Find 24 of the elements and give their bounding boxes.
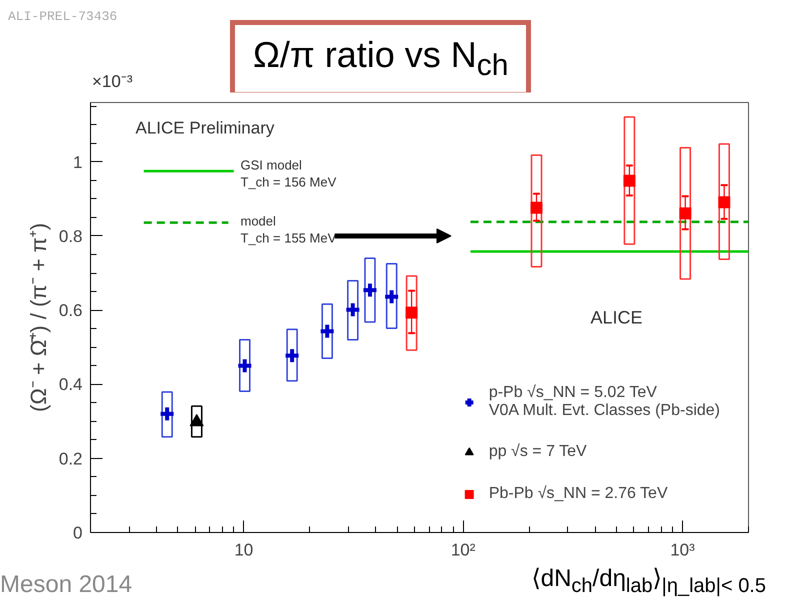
x-tick-label: 10³ <box>670 540 696 560</box>
y-tick-label: 0.2 <box>58 449 83 468</box>
annotation: ALICE <box>590 308 643 328</box>
x-axis-title: ⟨dN$_{ch}$/dη$_{lab}$⟩$_{|η_lab|< 0.5}$ <box>532 564 766 599</box>
y-tick-label: 0.8 <box>58 226 83 246</box>
legend-label: p-Pb √s_NN = 5.02 TeV V0A Mult. Evt. Classes (Pb-side) <box>488 384 720 420</box>
x-tick-label: 10² <box>450 540 476 560</box>
text: Meson 2014 <box>0 570 132 600</box>
legend-label: pp √s = 7 TeV <box>488 442 587 462</box>
y-axis-title: (Ω⁻ + Ω̄⁺) / (π⁻ + π⁺) <box>26 222 51 412</box>
annotation: T_ch = 156 MeV <box>240 174 337 190</box>
annotation: GSI model <box>240 158 302 172</box>
legend-label: Pb-Pb √s_NN = 2.76 TeV <box>488 484 668 504</box>
annotation: ALICE Preliminary <box>136 118 275 138</box>
y-tick-label: 1 <box>73 152 83 172</box>
x-tick-label: 10 <box>234 540 254 560</box>
annotation: T_ch = 155 MeV <box>240 230 337 246</box>
text: ALI-PREL-73436 <box>8 8 118 26</box>
y-tick-label: 0.4 <box>58 375 83 394</box>
annotation: model <box>240 214 276 228</box>
y-tick-label: 0.6 <box>58 301 83 320</box>
chart-title: Ω/π ratio vs N$_{ch}$ <box>230 20 532 98</box>
y-tick-label: 0 <box>73 524 83 542</box>
text: ×10⁻³ <box>92 71 132 93</box>
